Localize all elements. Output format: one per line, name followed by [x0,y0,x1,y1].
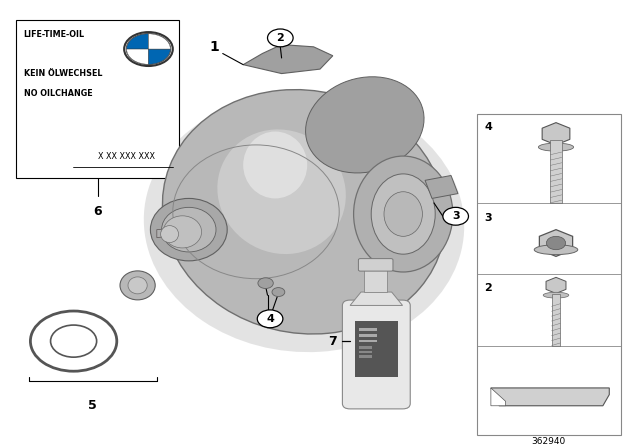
Text: 2: 2 [484,283,492,293]
Ellipse shape [120,271,155,300]
Ellipse shape [543,292,569,298]
Text: 1: 1 [209,40,220,54]
Ellipse shape [163,216,202,248]
Ellipse shape [243,132,307,198]
Wedge shape [127,49,148,65]
Text: LIFE-TIME-OIL: LIFE-TIME-OIL [24,30,85,39]
Ellipse shape [305,77,424,173]
Ellipse shape [161,207,216,252]
Wedge shape [148,34,170,49]
Polygon shape [491,388,506,406]
Text: 4: 4 [484,122,492,132]
Polygon shape [491,388,609,406]
Polygon shape [540,230,573,256]
Bar [550,141,562,203]
Text: 362940: 362940 [532,437,566,446]
FancyBboxPatch shape [358,258,393,271]
Text: NO OILCHANGE: NO OILCHANGE [24,89,92,98]
Text: 6: 6 [93,205,102,218]
Ellipse shape [150,198,227,261]
Ellipse shape [161,226,179,242]
Polygon shape [546,277,566,293]
Wedge shape [127,34,148,49]
Ellipse shape [144,94,464,352]
Text: 3: 3 [452,211,460,221]
Bar [359,355,372,358]
Ellipse shape [384,192,422,237]
Ellipse shape [538,143,573,151]
Circle shape [547,237,566,250]
Text: 7: 7 [328,335,337,348]
Polygon shape [350,292,403,306]
Polygon shape [542,123,570,145]
FancyBboxPatch shape [355,321,398,377]
Ellipse shape [128,277,147,294]
FancyBboxPatch shape [16,20,179,178]
Bar [359,351,372,353]
Text: KEIN ÖLWECHSEL: KEIN ÖLWECHSEL [24,69,102,78]
Bar [359,346,372,349]
Bar [359,328,377,331]
Bar [552,294,561,345]
Polygon shape [157,228,189,238]
Wedge shape [148,49,170,65]
Circle shape [257,310,283,328]
Circle shape [272,288,285,297]
Text: 5: 5 [88,399,97,412]
Ellipse shape [371,174,435,254]
FancyBboxPatch shape [364,270,387,292]
Bar [359,340,377,342]
FancyBboxPatch shape [477,114,621,435]
Ellipse shape [353,156,453,272]
Bar [359,334,377,336]
Text: 2: 2 [276,33,284,43]
Text: X XX XXX XXX: X XX XXX XXX [99,151,156,160]
Ellipse shape [163,90,445,334]
Circle shape [258,278,273,289]
Ellipse shape [218,129,346,254]
Circle shape [443,207,468,225]
Polygon shape [243,45,333,73]
Text: 4: 4 [266,314,274,324]
Text: 3: 3 [484,214,492,224]
Circle shape [268,29,293,47]
FancyBboxPatch shape [342,300,410,409]
Bar [425,176,458,198]
Ellipse shape [534,245,578,254]
